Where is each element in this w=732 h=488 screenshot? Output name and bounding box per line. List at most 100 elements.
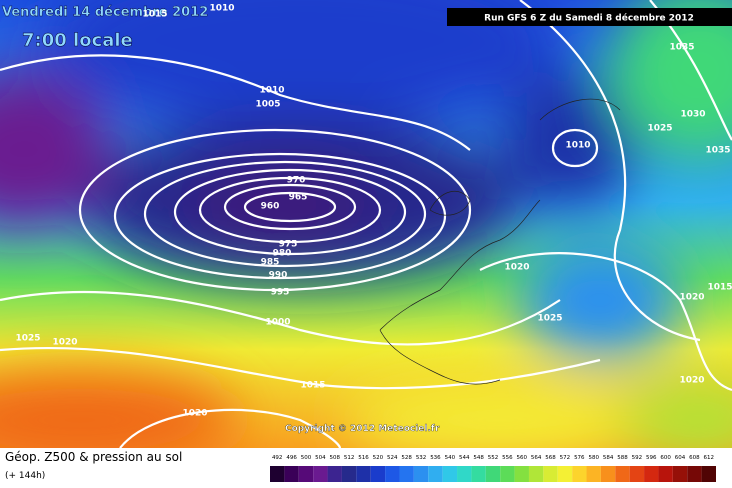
scale-label: 504 — [315, 455, 326, 461]
scale-swatch — [600, 466, 616, 482]
scale-swatch — [672, 466, 688, 482]
scale-label: 524 — [387, 455, 398, 461]
scale-label: 512 — [344, 455, 355, 461]
scale-swatch — [658, 466, 673, 482]
scale-swatch — [572, 466, 587, 482]
forecast-time: 7:00 locale — [22, 30, 133, 51]
scale-label: 584 — [603, 455, 614, 461]
scale-swatch — [356, 466, 371, 482]
scale-label: 572 — [560, 455, 571, 461]
isobar-label: 1025 — [537, 314, 562, 324]
isobar-label: 985 — [261, 258, 280, 268]
isobar-label: 1030 — [680, 110, 705, 120]
isobar-label: 1020 — [182, 409, 207, 419]
scale-label: 600 — [660, 455, 671, 461]
isobar-label: 970 — [287, 176, 306, 186]
isobar-label: 1035 — [669, 43, 694, 53]
scale-swatch — [413, 466, 429, 482]
isobar-label: 980 — [273, 249, 292, 259]
isobar-label: 960 — [261, 202, 280, 212]
scale-swatch — [485, 466, 501, 482]
legend-subtitle: (+ 144h) — [5, 471, 45, 481]
isobar-label: 1020 — [52, 338, 77, 348]
scale-label: 592 — [632, 455, 643, 461]
scale-swatch — [298, 466, 314, 482]
scale-label: 520 — [373, 455, 384, 461]
isobar-label: 1010 — [565, 141, 590, 151]
scale-label: 540 — [445, 455, 456, 461]
scale-swatch — [557, 466, 573, 482]
scale-label: 500 — [301, 455, 312, 461]
scale-swatch — [687, 466, 702, 482]
isobar-label: 1015 — [142, 10, 167, 20]
scale-swatch — [528, 466, 544, 482]
scale-swatch — [701, 466, 716, 482]
scale-swatch — [471, 466, 486, 482]
coastlines — [379, 98, 621, 385]
isobar-label: 1010 — [209, 4, 234, 14]
isobar-label: 1020 — [679, 376, 704, 386]
scale-label: 492 — [272, 455, 283, 461]
scale-label: 588 — [617, 455, 628, 461]
isobar-label: 1020 — [679, 293, 704, 303]
isobar-label: 1035 — [705, 146, 730, 156]
isobar-label: 1000 — [265, 318, 290, 328]
scale-swatch — [341, 466, 357, 482]
scale-swatch — [442, 466, 458, 482]
scale-label: 536 — [430, 455, 441, 461]
scale-label: 508 — [329, 455, 340, 461]
scale-swatch — [284, 466, 299, 482]
scale-label: 496 — [286, 455, 297, 461]
scale-label: 612 — [704, 455, 715, 461]
isobar-label: 1025 — [647, 124, 672, 134]
isobar-label: 990 — [269, 271, 288, 281]
scale-swatch — [428, 466, 443, 482]
scale-label: 568 — [545, 455, 556, 461]
scale-label: 556 — [502, 455, 513, 461]
scale-swatch — [327, 466, 342, 482]
isobar-label: 965 — [289, 193, 308, 203]
scale-swatch — [500, 466, 515, 482]
scale-swatch — [615, 466, 630, 482]
forecast-date: Vendredi 14 décembre 2012 — [2, 5, 208, 20]
scale-swatch — [514, 466, 529, 482]
isobar-label: 1015 — [707, 283, 732, 293]
scale-label: 564 — [531, 455, 542, 461]
scale-swatch — [313, 466, 328, 482]
scale-label: 552 — [488, 455, 499, 461]
scale-label: 544 — [459, 455, 470, 461]
scale-swatch — [270, 466, 285, 482]
scale-swatch — [629, 466, 645, 482]
isobar-label: 975 — [279, 240, 298, 250]
scale-label: 596 — [646, 455, 657, 461]
scale-label: 532 — [416, 455, 427, 461]
scale-label: 604 — [675, 455, 686, 461]
isobar-label: 1015 — [300, 381, 325, 391]
scale-label: 608 — [689, 455, 700, 461]
scale-swatch — [385, 466, 400, 482]
isobars — [0, 0, 732, 448]
isobar-label: 1020 — [504, 263, 529, 273]
scale-swatch — [644, 466, 659, 482]
scale-swatch — [586, 466, 601, 482]
legend-title: Géop. Z500 & pression au sol — [5, 450, 182, 464]
copyright: Copyright © 2012 Meteociel.fr — [285, 424, 440, 434]
scale-swatch — [543, 466, 558, 482]
scale-label: 560 — [517, 455, 528, 461]
scale-swatch — [457, 466, 472, 482]
isobar-label: 995 — [271, 288, 290, 298]
run-box — [447, 8, 732, 26]
scale-label: 576 — [574, 455, 585, 461]
scale-swatch — [399, 466, 414, 482]
isobar-label: 1010 — [259, 86, 284, 96]
isobar-label: 1005 — [255, 100, 280, 110]
scale-label: 528 — [401, 455, 412, 461]
isobar-label: 1025 — [15, 334, 40, 344]
scale-label: 580 — [588, 455, 599, 461]
map-area — [0, 0, 732, 448]
scale-label: 548 — [473, 455, 484, 461]
scale-label: 516 — [358, 455, 369, 461]
run-info: Run GFS 6 Z du Samedi 8 décembre 2012 — [484, 13, 694, 24]
scale-swatch — [370, 466, 386, 482]
